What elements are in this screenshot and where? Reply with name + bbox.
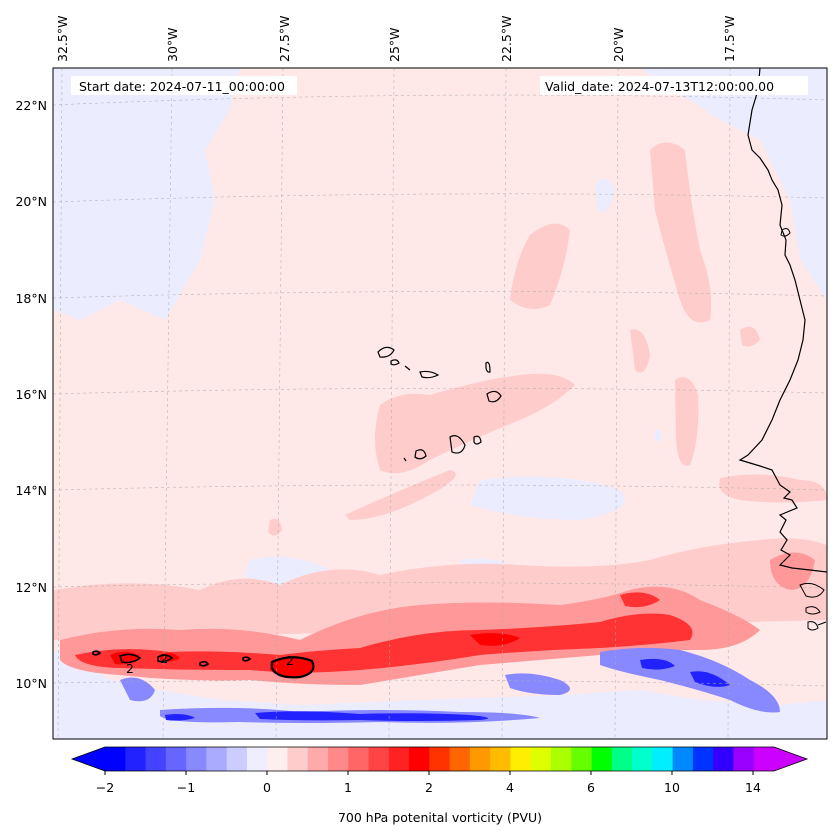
colorbar-cell	[652, 747, 674, 771]
colorbar-cell	[510, 747, 532, 771]
cape-verde-islands	[377, 346, 502, 462]
colorbar-cell	[632, 747, 653, 771]
lon-label: 25°W	[387, 27, 402, 62]
latitude-labels: 22°N 20°N 18°N 16°N 14°N 12°N 10°N	[15, 98, 47, 691]
lat-label: 12°N	[15, 580, 47, 595]
colorbar-title: 700 hPa potenital vorticity (PVU)	[338, 810, 542, 825]
colorbar-cell	[145, 747, 167, 771]
colorbar-cell	[490, 747, 511, 771]
colorbar-tick-label: 1	[344, 780, 352, 795]
colorbar-cell	[206, 747, 228, 771]
colorbar-cell	[469, 747, 491, 771]
lon-label: 30°W	[165, 27, 180, 62]
colorbar-cell	[226, 747, 248, 771]
colorbar-cell	[105, 747, 126, 771]
colorbar-extend-high	[774, 747, 807, 771]
lon-label: 17.5°W	[722, 16, 737, 62]
map-frame	[52, 67, 828, 740]
colorbar-cell	[713, 747, 734, 771]
colorbar-cell	[449, 747, 471, 771]
longitude-labels: 32.5°W 30°W 27.5°W 25°W 22.5°W 20°W 17.5…	[55, 16, 737, 62]
colorbar-tick-label: 10	[664, 780, 680, 795]
colorbar-extend-low	[72, 747, 105, 771]
contour-label: 2	[286, 653, 294, 668]
colorbar-cell	[672, 747, 694, 771]
colorbar-cell	[125, 747, 146, 771]
lon-label: 22.5°W	[499, 16, 514, 62]
colorbar-cell	[165, 747, 187, 771]
colorbar-tick-label: 4	[506, 780, 514, 795]
lat-label: 18°N	[15, 291, 47, 306]
colorbar-tick-label: 0	[263, 780, 271, 795]
colorbar-tick-label: 6	[587, 780, 595, 795]
map-panel: 2 2 2	[53, 68, 827, 739]
colorbar-tick-label: 2	[425, 780, 433, 795]
lon-label: 27.5°W	[277, 16, 292, 62]
colorbar-cell	[409, 747, 430, 771]
colorbar-cell	[530, 747, 552, 771]
strong-positive-pv-band	[75, 592, 693, 673]
colorbar-cell	[246, 747, 268, 771]
lat-label: 20°N	[15, 194, 47, 209]
colorbar-ticks	[104, 771, 754, 775]
colorbar-cell	[733, 747, 755, 771]
lon-label: 20°W	[611, 27, 626, 62]
colorbar-cell	[186, 747, 207, 771]
colorbar-cell	[368, 747, 390, 771]
pv-2-contours	[92, 650, 315, 679]
coast-detail	[780, 228, 827, 631]
africa-coastline	[738, 68, 827, 573]
colorbar-cell	[348, 747, 369, 771]
colorbar-tick-label: −2	[96, 780, 114, 795]
lat-label: 22°N	[15, 98, 47, 113]
lat-label: 10°N	[15, 676, 47, 691]
colorbar-tick-labels: −2 −1 0 1 2 4 6 10 14	[96, 780, 761, 795]
colorbar-cell	[287, 747, 309, 771]
start-date-label: Start date: 2024-07-11_00:00:00	[79, 79, 285, 94]
lat-label: 14°N	[15, 483, 47, 498]
colorbar-cell	[571, 747, 592, 771]
colorbar-cell	[551, 747, 572, 771]
colorbar-tick-label: 14	[745, 780, 761, 795]
start-date-box	[71, 76, 297, 95]
lat-label: 16°N	[15, 387, 47, 402]
colorbar-cell	[328, 747, 349, 771]
valid-date-box	[540, 76, 808, 95]
colorbar: −2 −1 0 1 2 4 6 10 14 700 hPa potenital …	[70, 746, 809, 825]
colorbar-cell	[267, 747, 288, 771]
colorbar-cell	[429, 747, 451, 771]
graticule	[53, 68, 827, 739]
valid-date-label: Valid_date: 2024-07-13T12:00:00.00	[545, 79, 774, 94]
lon-label: 32.5°W	[55, 16, 70, 62]
colorbar-tick-label: −1	[177, 780, 195, 795]
colorbar-cells	[105, 747, 775, 771]
colorbar-cell	[591, 747, 613, 771]
colorbar-cell	[307, 747, 329, 771]
colorbar-cell	[388, 747, 410, 771]
colorbar-cell	[611, 747, 633, 771]
strong-negative-pv-band	[165, 658, 730, 721]
colorbar-cell	[753, 747, 775, 771]
colorbar-cell	[692, 747, 714, 771]
contour-label: 2	[126, 661, 134, 676]
